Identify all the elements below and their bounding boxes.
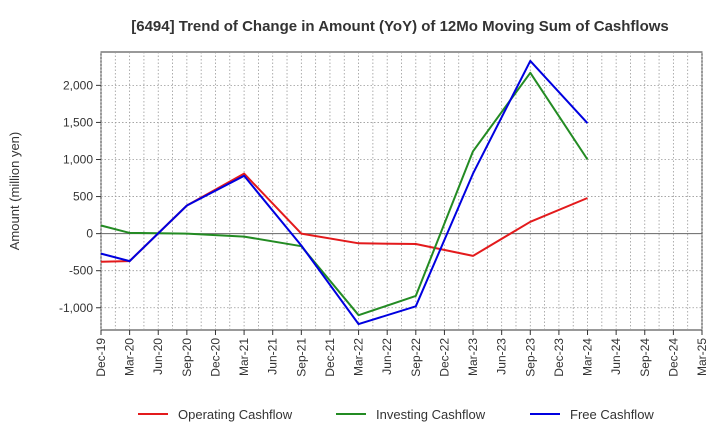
x-tick-label: Sep-22 xyxy=(409,338,423,377)
legend-label-free-cashflow: Free Cashflow xyxy=(570,407,654,422)
free-cashflow-line xyxy=(100,59,589,326)
y-tick-label: 500 xyxy=(73,190,93,204)
x-tick-label: Dec-23 xyxy=(552,338,566,377)
x-tick-label: Dec-21 xyxy=(323,338,337,377)
legend: Operating Cashflow Investing Cashflow Free… xyxy=(138,407,654,422)
y-tick-label: -500 xyxy=(69,264,93,278)
series-group xyxy=(100,59,589,326)
x-tick-label: Mar-25 xyxy=(695,338,709,376)
y-tick-label: 2,000 xyxy=(63,78,93,92)
x-tick-label: Jun-21 xyxy=(266,338,280,375)
plot-frame xyxy=(100,51,703,331)
x-tick-label: Dec-24 xyxy=(666,338,680,377)
y-axis-label: Amount (million yen) xyxy=(7,132,22,251)
y-tick-label: 1,000 xyxy=(63,152,93,166)
x-tick-label: Jun-20 xyxy=(151,338,165,375)
x-tick-label: Sep-21 xyxy=(294,338,308,377)
x-tick-label: Dec-19 xyxy=(94,338,108,377)
plot-area xyxy=(100,51,703,331)
x-tick-label: Sep-20 xyxy=(180,338,194,377)
x-tick-label: Mar-23 xyxy=(466,338,480,376)
y-tick-label: 1,500 xyxy=(63,115,93,129)
x-tick-label: Dec-22 xyxy=(437,338,451,377)
x-tick-label: Mar-22 xyxy=(352,338,366,376)
x-tick-label: Mar-24 xyxy=(581,338,595,376)
x-tick-label: Jun-24 xyxy=(609,338,623,375)
legend-label-investing-cashflow: Investing Cashflow xyxy=(376,407,486,422)
x-tick-label: Sep-24 xyxy=(638,338,652,377)
x-tick-label: Dec-20 xyxy=(208,338,222,377)
y-tick-label: -1,000 xyxy=(59,301,93,315)
x-tick-label: Sep-23 xyxy=(523,338,537,377)
y-tick-label: 0 xyxy=(86,227,93,241)
grid xyxy=(100,52,703,330)
chart-title: [6494] Trend of Change in Amount (YoY) o… xyxy=(131,18,669,35)
x-tick-label: Mar-20 xyxy=(123,338,137,376)
y-axis: -1,000 -500 0 500 1,000 1,500 2,000 xyxy=(59,78,101,315)
x-axis: Dec-19 Mar-20 Jun-20 Sep-20 Dec-20 Mar-21 Jun-… xyxy=(94,330,709,377)
legend-label-operating-cashflow: Operating Cashflow xyxy=(178,407,293,422)
x-tick-label: Jun-22 xyxy=(380,338,394,375)
x-tick-label: Mar-21 xyxy=(237,338,251,376)
x-tick-label: Jun-23 xyxy=(495,338,509,375)
